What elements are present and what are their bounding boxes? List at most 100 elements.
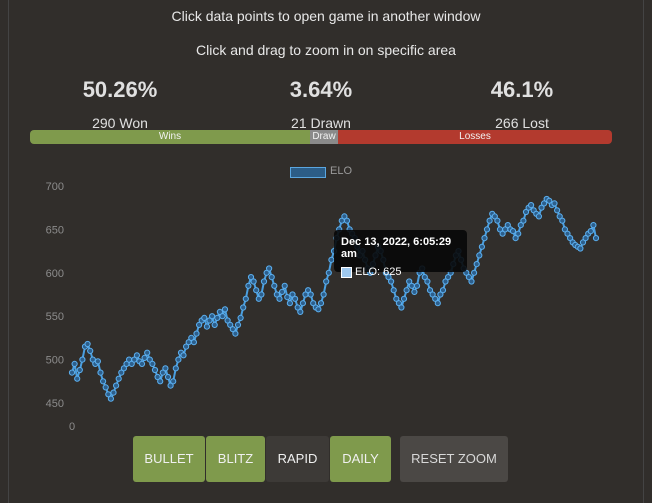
- elo-data-point[interactable]: [325, 269, 332, 276]
- elo-data-point[interactable]: [320, 291, 327, 298]
- elo-data-point[interactable]: [522, 208, 530, 216]
- rapid-button[interactable]: RAPID: [266, 436, 329, 482]
- elo-data-point[interactable]: [211, 321, 218, 328]
- elo-data-point[interactable]: [120, 365, 128, 372]
- elo-data-point[interactable]: [146, 356, 153, 363]
- elo-data-point[interactable]: [491, 213, 498, 220]
- elo-data-point[interactable]: [323, 278, 330, 285]
- blitz-button[interactable]: BLITZ: [206, 436, 265, 482]
- elo-data-point[interactable]: [421, 274, 428, 281]
- elo-data-point[interactable]: [551, 200, 558, 207]
- elo-data-point[interactable]: [411, 288, 418, 295]
- elo-data-point[interactable]: [317, 300, 325, 307]
- elo-data-point[interactable]: [201, 314, 208, 321]
- elo-data-point[interactable]: [305, 287, 312, 294]
- elo-data-point[interactable]: [240, 304, 247, 311]
- elo-data-point[interactable]: [141, 354, 148, 361]
- elo-data-point[interactable]: [341, 213, 348, 220]
- elo-data-point[interactable]: [159, 369, 166, 376]
- elo-data-point[interactable]: [79, 356, 86, 363]
- elo-data-point[interactable]: [512, 235, 519, 242]
- elo-data-point[interactable]: [559, 217, 566, 224]
- elo-data-point[interactable]: [214, 314, 221, 321]
- elo-data-point[interactable]: [167, 382, 174, 389]
- elo-data-point[interactable]: [84, 340, 91, 348]
- elo-data-point[interactable]: [561, 226, 569, 233]
- elo-data-point[interactable]: [209, 313, 216, 320]
- elo-data-point[interactable]: [408, 282, 415, 289]
- elo-data-point[interactable]: [68, 369, 76, 376]
- elo-data-point[interactable]: [94, 358, 102, 365]
- elo-data-point[interactable]: [260, 278, 268, 285]
- elo-data-point[interactable]: [294, 304, 301, 311]
- elo-line-chart[interactable]: 700 650 600 550 500 450 0: [0, 160, 652, 435]
- elo-data-point[interactable]: [400, 295, 408, 302]
- elo-data-point[interactable]: [499, 230, 506, 237]
- elo-data-point[interactable]: [390, 287, 397, 294]
- elo-data-point[interactable]: [481, 235, 488, 242]
- elo-data-point[interactable]: [203, 323, 210, 330]
- elo-data-point[interactable]: [398, 304, 405, 311]
- elo-data-point[interactable]: [183, 343, 190, 350]
- elo-data-point[interactable]: [219, 313, 226, 320]
- elo-data-point[interactable]: [289, 291, 296, 298]
- elo-data-point[interactable]: [429, 291, 436, 298]
- elo-data-point[interactable]: [193, 330, 200, 337]
- legend-elo-label[interactable]: ELO: [330, 165, 353, 177]
- elo-data-point[interactable]: [310, 300, 317, 307]
- elo-data-point[interactable]: [271, 282, 278, 289]
- elo-data-point[interactable]: [180, 352, 187, 359]
- elo-data-point[interactable]: [151, 366, 159, 374]
- elo-data-point[interactable]: [413, 282, 421, 289]
- elo-data-point[interactable]: [100, 378, 107, 385]
- elo-data-point[interactable]: [554, 207, 561, 214]
- elo-data-point[interactable]: [292, 295, 299, 302]
- elo-data-point[interactable]: [556, 213, 563, 220]
- elo-data-point[interactable]: [242, 295, 249, 302]
- elo-data-point[interactable]: [393, 295, 400, 302]
- elo-data-point[interactable]: [476, 252, 483, 259]
- elo-data-point[interactable]: [258, 291, 265, 298]
- elo-data-point[interactable]: [439, 287, 447, 294]
- elo-data-point[interactable]: [190, 339, 197, 346]
- elo-data-point[interactable]: [504, 222, 511, 229]
- elo-data-point[interactable]: [517, 222, 524, 229]
- elo-data-point[interactable]: [107, 395, 115, 402]
- elo-data-point[interactable]: [520, 217, 527, 224]
- elo-data-point[interactable]: [237, 314, 244, 321]
- elo-data-point[interactable]: [273, 291, 280, 298]
- elo-data-point[interactable]: [432, 295, 439, 302]
- elo-data-point[interactable]: [255, 295, 262, 302]
- elo-data-point[interactable]: [592, 235, 600, 242]
- elo-data-point[interactable]: [385, 274, 392, 281]
- elo-data-point[interactable]: [115, 375, 122, 382]
- elo-data-point[interactable]: [170, 378, 177, 385]
- elo-data-point[interactable]: [535, 213, 543, 220]
- elo-data-point[interactable]: [424, 278, 431, 285]
- elo-data-point[interactable]: [328, 256, 335, 263]
- elo-data-point[interactable]: [279, 288, 286, 295]
- elo-data-point[interactable]: [113, 382, 120, 389]
- elo-data-point[interactable]: [162, 365, 169, 372]
- elo-data-point[interactable]: [232, 330, 239, 337]
- elo-data-point[interactable]: [577, 245, 584, 252]
- elo-data-point[interactable]: [253, 287, 260, 294]
- elo-data-point[interactable]: [266, 265, 273, 272]
- elo-data-point[interactable]: [144, 349, 151, 356]
- elo-data-point[interactable]: [229, 326, 236, 333]
- elo-data-point[interactable]: [515, 230, 522, 237]
- elo-data-point[interactable]: [286, 300, 293, 307]
- elo-data-point[interactable]: [315, 306, 322, 313]
- elo-data-point[interactable]: [297, 308, 304, 315]
- elo-data-point[interactable]: [437, 291, 444, 298]
- elo-data-point[interactable]: [97, 369, 104, 376]
- elo-data-point[interactable]: [245, 282, 252, 289]
- elo-data-point[interactable]: [234, 321, 242, 328]
- elo-data-point[interactable]: [102, 384, 109, 391]
- elo-data-point[interactable]: [71, 360, 78, 367]
- elo-data-point[interactable]: [128, 360, 135, 367]
- elo-data-point[interactable]: [206, 317, 213, 324]
- elo-data-point[interactable]: [196, 321, 203, 328]
- elo-data-point[interactable]: [164, 373, 172, 381]
- elo-data-point[interactable]: [188, 334, 195, 341]
